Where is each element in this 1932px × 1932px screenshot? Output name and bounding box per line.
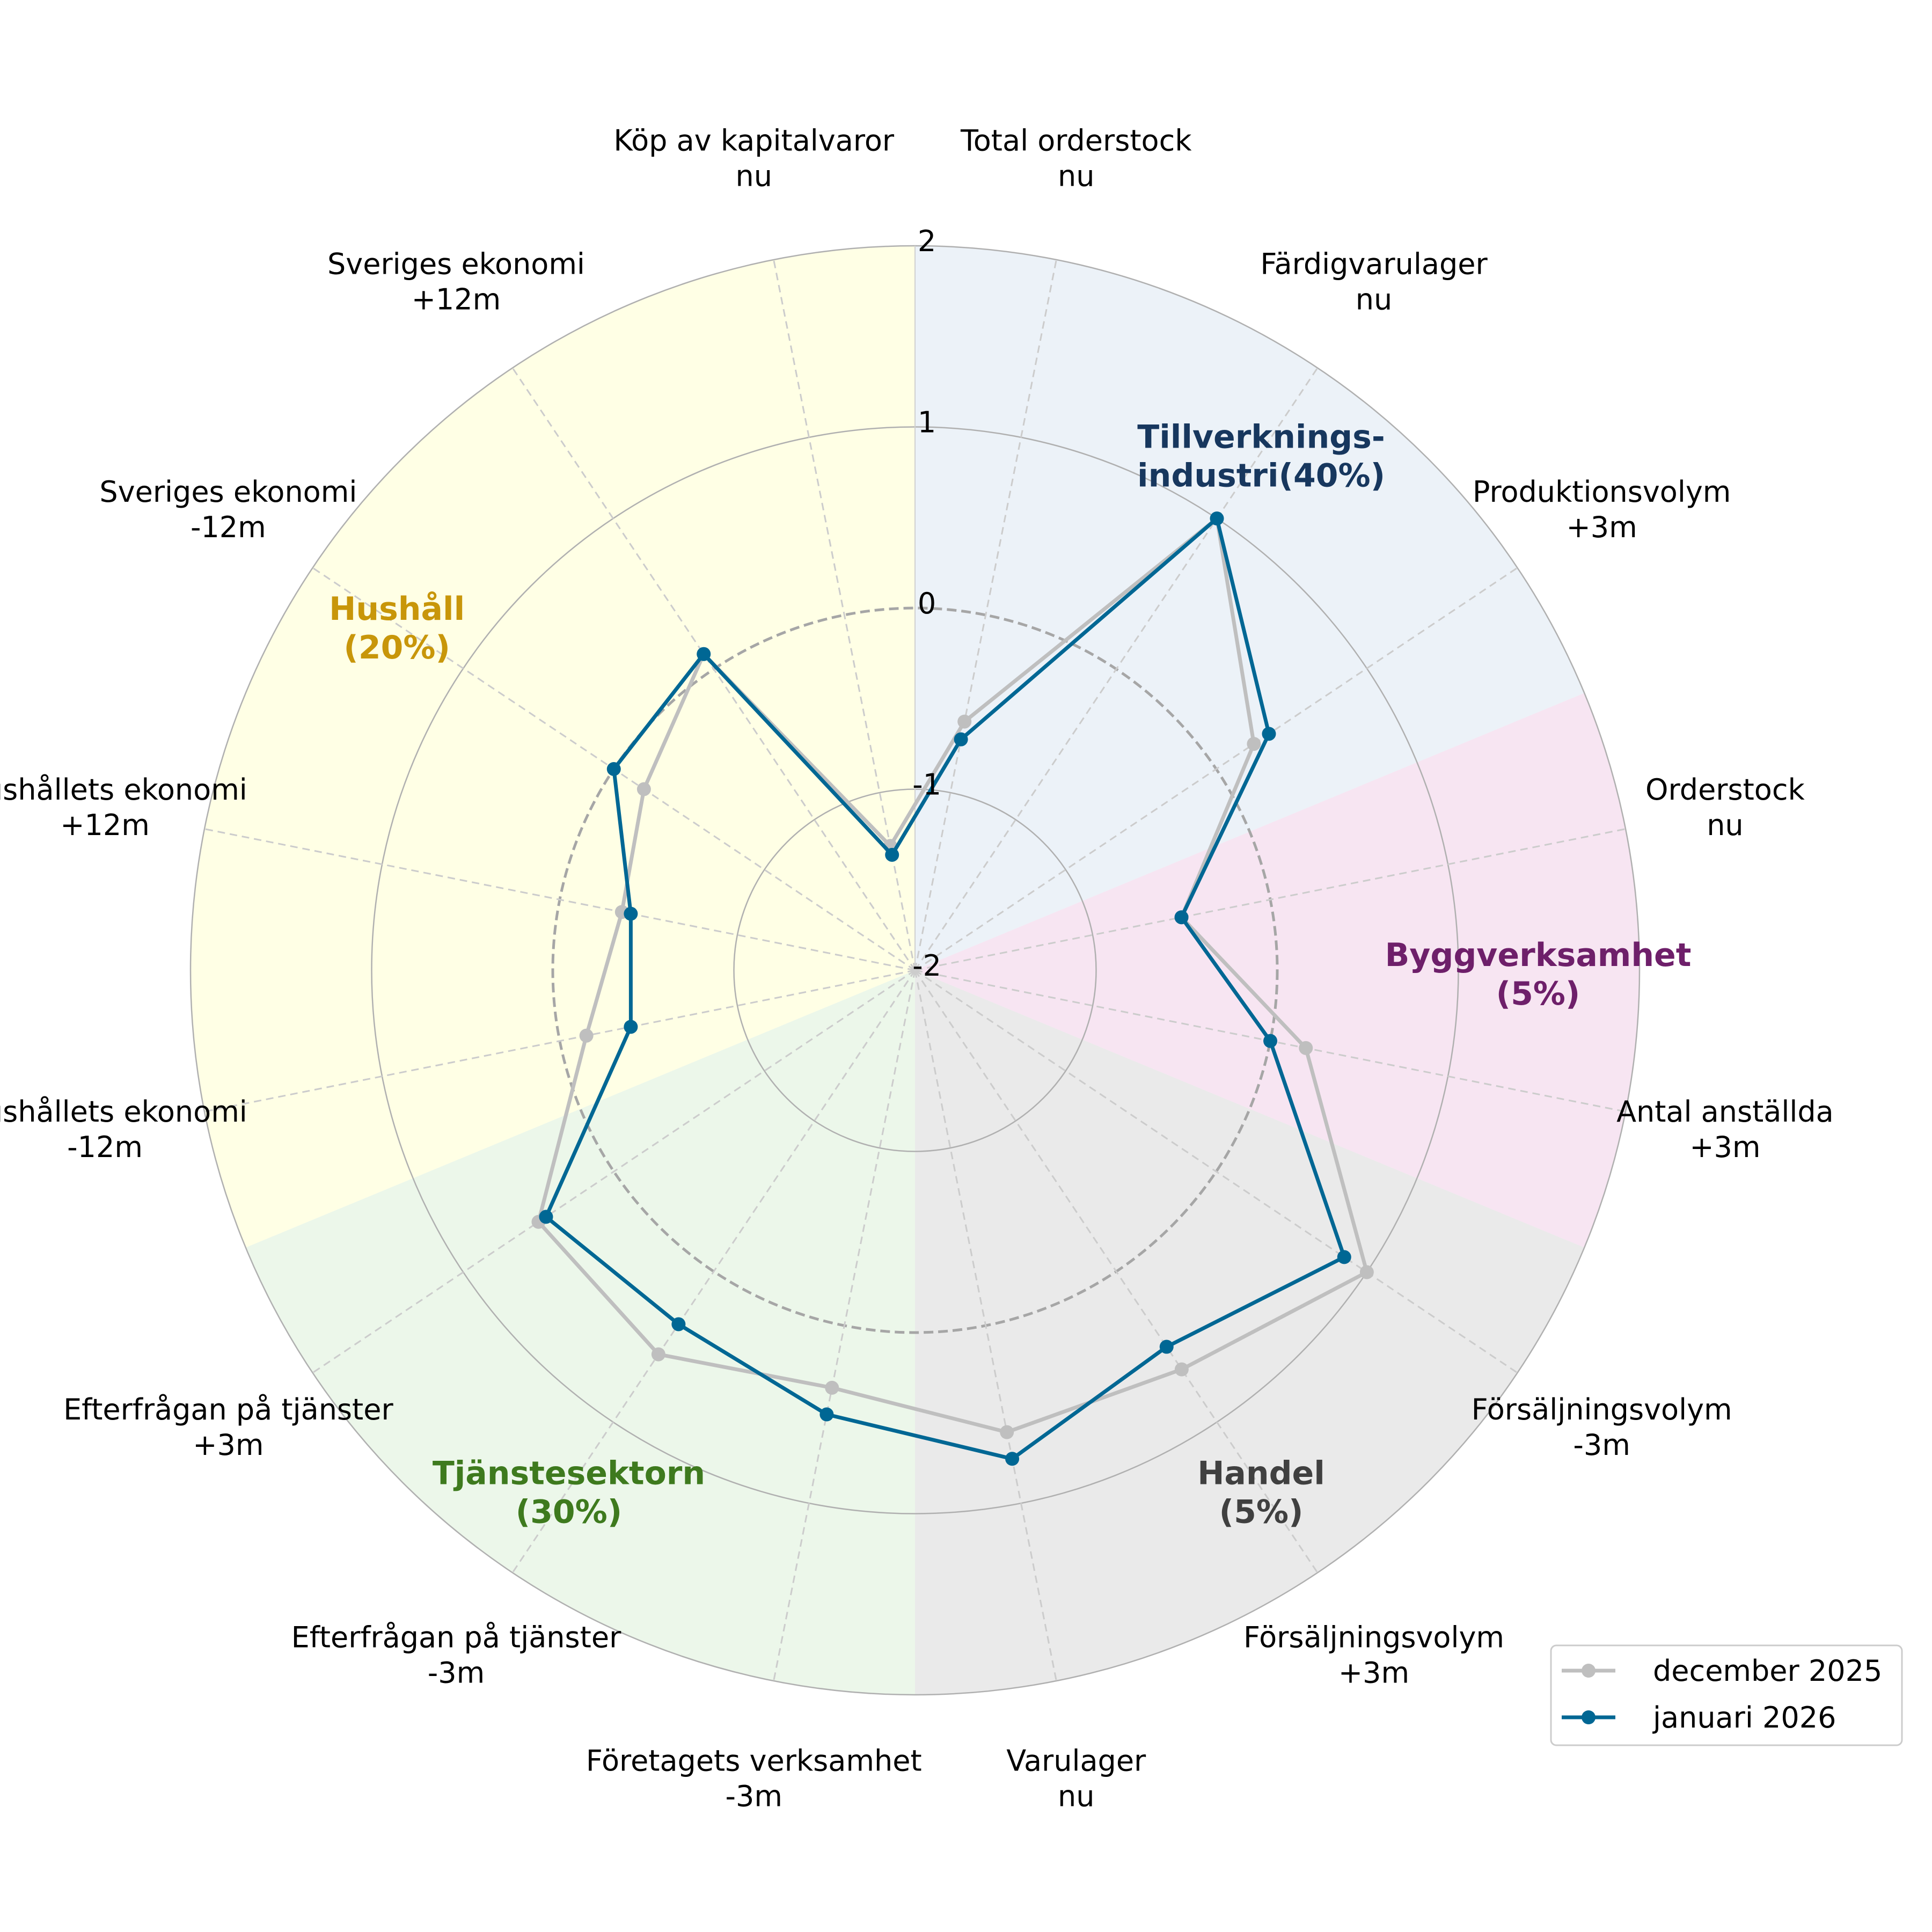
legend-marker-januari-2026 bbox=[1582, 1710, 1596, 1724]
point-januari-2026-14 bbox=[697, 647, 711, 661]
data-series bbox=[531, 511, 1374, 1466]
sector-label-hush-ll: Hushåll (20%) bbox=[329, 590, 465, 667]
spoke-10 bbox=[312, 969, 916, 1374]
axis-label-4: Antal anställda +3m bbox=[1616, 1095, 1834, 1164]
axis-label-0: Total orderstock nu bbox=[960, 124, 1192, 193]
point-december-2025-13 bbox=[636, 782, 651, 796]
point-januari-2026-0 bbox=[954, 732, 968, 747]
axis-label-7: Varulager nu bbox=[1006, 1744, 1146, 1813]
point-januari-2026-2 bbox=[1262, 727, 1276, 741]
axis-spokes bbox=[204, 246, 1626, 1681]
axis-label-6: Försäljningsvolym +3m bbox=[1243, 1621, 1504, 1690]
legend: december 2025 januari 2026 bbox=[1550, 1644, 1903, 1746]
point-december-2025-11 bbox=[579, 1028, 594, 1043]
axis-label-10: Efterfrågan på tjänster +3m bbox=[63, 1393, 393, 1462]
sector-label-tj-nstesektorn: Tjänstesektorn (30%) bbox=[433, 1454, 705, 1531]
point-januari-2026-6 bbox=[1159, 1340, 1174, 1354]
axis-labels: Total orderstock nu Färdigvarulager nu Produ… bbox=[0, 124, 1834, 1813]
grid-ring-2 bbox=[551, 606, 1279, 1334]
legend-label-januari-2026: januari 2026 bbox=[1652, 1701, 1836, 1735]
sector-label-handel: Handel (5%) bbox=[1197, 1454, 1325, 1531]
sector-bg-0 bbox=[915, 246, 1585, 970]
spoke-14 bbox=[511, 367, 916, 971]
axis-label-15: Köp av kapitalvaror nu bbox=[613, 124, 894, 193]
axis-label-12: Hushållets ekonomi+12m bbox=[0, 773, 247, 842]
legend-label-december-2025: december 2025 bbox=[1653, 1654, 1882, 1688]
series-januari-2026 bbox=[539, 511, 1351, 1466]
sector-bg-3 bbox=[245, 970, 915, 1695]
spoke-3 bbox=[914, 828, 1626, 971]
tick-label-3: 1 bbox=[918, 406, 936, 440]
point-januari-2026-5 bbox=[1337, 1250, 1351, 1264]
tick-label-2: 0 bbox=[918, 587, 936, 620]
spoke-7 bbox=[914, 970, 1057, 1681]
point-december-2025-2 bbox=[1247, 737, 1261, 751]
spoke-0 bbox=[914, 259, 1057, 971]
axis-label-5: Försäljningsvolym -3m bbox=[1472, 1393, 1732, 1462]
point-december-2025-6 bbox=[1174, 1362, 1189, 1377]
point-december-2025-9 bbox=[651, 1347, 665, 1362]
point-januari-2026-9 bbox=[671, 1317, 686, 1331]
axis-label-1: Färdigvarulager nu bbox=[1260, 247, 1488, 316]
legend-box bbox=[1550, 1644, 1903, 1746]
point-januari-2026-15 bbox=[885, 847, 899, 862]
point-december-2025-5 bbox=[1359, 1265, 1374, 1279]
axis-label-8: Företagets verksamhet -3m bbox=[586, 1744, 922, 1813]
spoke-6 bbox=[914, 970, 1319, 1574]
spoke-8 bbox=[773, 970, 916, 1681]
point-januari-2026-13 bbox=[606, 762, 621, 776]
point-januari-2026-3 bbox=[1174, 910, 1189, 925]
point-december-2025-0 bbox=[957, 714, 972, 729]
tick-label-4: 2 bbox=[918, 224, 936, 258]
spoke-1 bbox=[914, 367, 1319, 971]
sector-label-byggverksamhet: Byggverksamhet (5%) bbox=[1385, 936, 1692, 1013]
axis-label-3: Orderstock nu bbox=[1645, 773, 1805, 842]
point-januari-2026-11 bbox=[624, 1020, 638, 1034]
point-januari-2026-7 bbox=[1005, 1452, 1020, 1466]
spoke-12 bbox=[204, 828, 916, 971]
axis-label-11: Hushållets ekonomi-12m bbox=[0, 1095, 247, 1164]
point-januari-2026-8 bbox=[819, 1407, 834, 1422]
point-januari-2026-4 bbox=[1263, 1034, 1278, 1048]
spoke-9 bbox=[511, 970, 916, 1574]
spoke-5 bbox=[914, 969, 1518, 1374]
axis-label-13: Sveriges ekonomi -12m bbox=[99, 475, 357, 544]
point-december-2025-4 bbox=[1299, 1041, 1313, 1055]
axis-label-14: Sveriges ekonomi +12m bbox=[327, 247, 585, 316]
point-januari-2026-10 bbox=[539, 1210, 553, 1224]
spoke-15 bbox=[773, 259, 916, 971]
spoke-11 bbox=[204, 969, 916, 1113]
tick-label-1: -1 bbox=[912, 768, 941, 802]
point-december-2025-8 bbox=[825, 1380, 839, 1395]
spoke-2 bbox=[914, 567, 1518, 971]
tick-label-0: -2 bbox=[912, 949, 941, 983]
point-januari-2026-1 bbox=[1210, 511, 1224, 526]
axis-label-2: Produktionsvolym +3m bbox=[1473, 475, 1731, 544]
axis-label-9: Efterfrågan på tjänster -3m bbox=[291, 1621, 621, 1690]
point-januari-2026-12 bbox=[624, 906, 638, 921]
radial-tick-labels: -2 -1 0 1 2 bbox=[912, 224, 941, 983]
legend-marker-december-2025 bbox=[1582, 1664, 1596, 1678]
point-december-2025-7 bbox=[1000, 1425, 1014, 1439]
sector-labels: Tillverknings-industri(40%) Byggverksamhe… bbox=[329, 419, 1691, 1531]
sector-label-tillverknings: Tillverknings-industri(40%) bbox=[1137, 419, 1385, 495]
